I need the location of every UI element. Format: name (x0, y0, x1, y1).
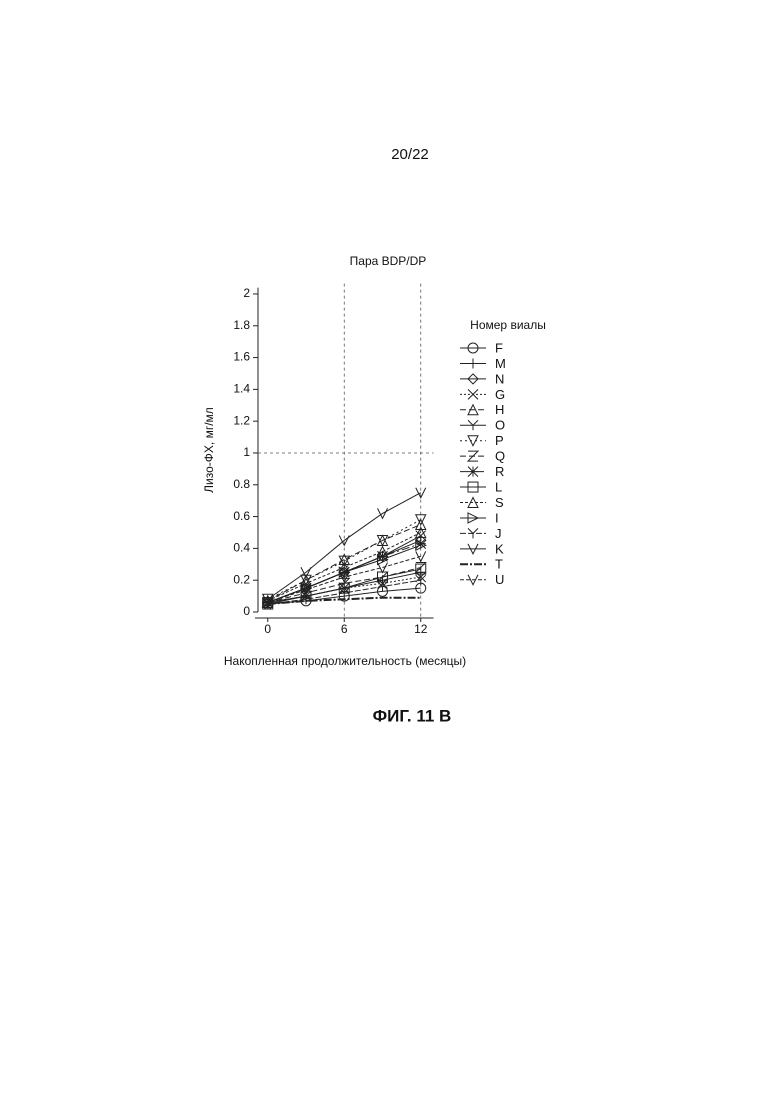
y-tick-label: 0.8 (233, 477, 250, 491)
legend-label: F (495, 340, 503, 355)
figure-caption: ФИГ. 11 B (373, 706, 452, 725)
y-tick-label: 1.4 (233, 382, 250, 396)
y-tick-label: 0 (243, 604, 250, 618)
y-tick-label: 0.2 (233, 572, 250, 586)
legend-label: H (495, 402, 504, 417)
legend-label: M (495, 356, 506, 371)
legend-title: Номер виалы (470, 318, 546, 332)
legend-label: Q (495, 449, 505, 464)
legend-label: T (495, 557, 503, 572)
x-tick-label: 12 (414, 622, 428, 636)
x-tick-label: 0 (264, 622, 271, 636)
legend-label: K (495, 541, 504, 556)
data-point (416, 539, 426, 549)
legend-label: P (495, 433, 504, 448)
y-tick-label: 0.6 (233, 509, 250, 523)
y-axis-label: Лизо-ФХ, мг/мл (202, 407, 216, 493)
legend-label: I (495, 510, 499, 525)
legend-symbol (468, 467, 478, 477)
legend-label: U (495, 572, 504, 587)
legend-label: N (495, 371, 504, 386)
legend-label: L (495, 479, 502, 494)
y-tick-label: 2 (243, 286, 250, 300)
y-tick-label: 1.8 (233, 318, 250, 332)
y-tick-label: 1.2 (233, 413, 250, 427)
y-tick-label: 0.4 (233, 541, 250, 555)
y-tick-label: 1 (243, 445, 250, 459)
legend-symbol (468, 358, 478, 368)
legend-label: J (495, 526, 502, 541)
chart-title: Пара BDP/DP (350, 254, 427, 268)
legend-label: S (495, 495, 504, 510)
legend-label: R (495, 464, 504, 479)
page: 20/22 Пара BDP/DP Накопленная продолжите… (0, 0, 780, 1103)
x-tick-label: 6 (341, 622, 348, 636)
legend-label: O (495, 418, 505, 433)
x-axis-label: Накопленная продолжительность (месяцы) (224, 654, 466, 668)
y-tick-label: 1.6 (233, 350, 250, 364)
page-number: 20/22 (391, 146, 429, 163)
legend-label: G (495, 387, 505, 402)
